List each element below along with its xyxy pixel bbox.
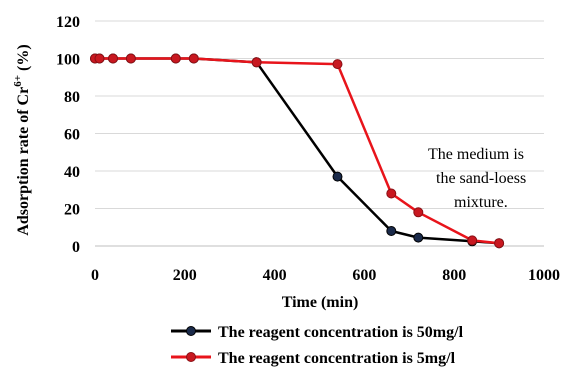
series-0-point-7 bbox=[332, 171, 343, 182]
annotation-line-1: The medium is bbox=[428, 146, 524, 163]
x-tick-label-0: 0 bbox=[91, 267, 99, 284]
x-axis-title: Time (min) bbox=[282, 294, 359, 311]
series-1-point-7 bbox=[332, 59, 343, 70]
y-tick-label-20: 20 bbox=[64, 202, 80, 219]
series-1-point-10 bbox=[467, 235, 478, 246]
annotation-line-2: the sand-loess bbox=[436, 170, 526, 187]
label-layer: Time (min) Adsorption rate of Cr6+ (%) T… bbox=[12, 44, 526, 311]
legend: The reagent concentration is 50mg/l The … bbox=[171, 324, 464, 367]
x-tick-label-800: 800 bbox=[442, 267, 466, 284]
y-axis-title-main: Adsorption rate of Cr bbox=[15, 87, 32, 236]
y-tick-label-80: 80 bbox=[64, 89, 80, 106]
y-tick-label-100: 100 bbox=[56, 52, 80, 69]
series-1-point-6 bbox=[251, 57, 262, 68]
axis-layer: 0 20 40 60 80 100 120 0 200 400 600 800 1000 bbox=[56, 14, 560, 284]
series-1-point-2 bbox=[108, 53, 118, 64]
x-tick-label-200: 200 bbox=[173, 267, 197, 284]
series-0-point-8 bbox=[386, 226, 397, 236]
series-1-point-1 bbox=[94, 53, 105, 64]
y-tick-label-60: 60 bbox=[64, 127, 80, 144]
series-1-point-11 bbox=[494, 238, 505, 249]
series-1-point-9 bbox=[413, 207, 424, 218]
series-0-point-9 bbox=[413, 232, 424, 243]
series-layer bbox=[90, 53, 505, 249]
legend-label-5mg: The reagent concentration is 5mg/l bbox=[218, 350, 456, 367]
y-tick-label-40: 40 bbox=[64, 164, 80, 181]
legend-item-5mg: The reagent concentration is 5mg/l bbox=[171, 350, 456, 367]
series-1-point-5 bbox=[188, 53, 199, 64]
x-tick-label-400: 400 bbox=[263, 267, 287, 284]
annotation-line-3: mixture. bbox=[454, 194, 508, 211]
y-tick-label-0: 0 bbox=[72, 239, 80, 256]
series-1-point-3 bbox=[125, 53, 136, 64]
x-tick-label-1000: 1000 bbox=[528, 267, 560, 284]
legend-marker-5mg bbox=[186, 352, 196, 362]
y-axis-title: Adsorption rate of Cr6+ (%) bbox=[12, 44, 32, 235]
legend-marker-50mg bbox=[186, 326, 196, 336]
series-1-point-8 bbox=[386, 188, 397, 199]
legend-label-50mg: The reagent concentration is 50mg/l bbox=[218, 324, 464, 341]
y-axis-title-unit: (%) bbox=[15, 44, 32, 75]
x-tick-label-600: 600 bbox=[352, 267, 376, 284]
y-axis-title-superscript: 6+ bbox=[12, 75, 24, 87]
legend-item-50mg: The reagent concentration is 50mg/l bbox=[171, 324, 464, 341]
series-1-point-4 bbox=[170, 53, 181, 64]
y-tick-label-120: 120 bbox=[56, 14, 80, 31]
